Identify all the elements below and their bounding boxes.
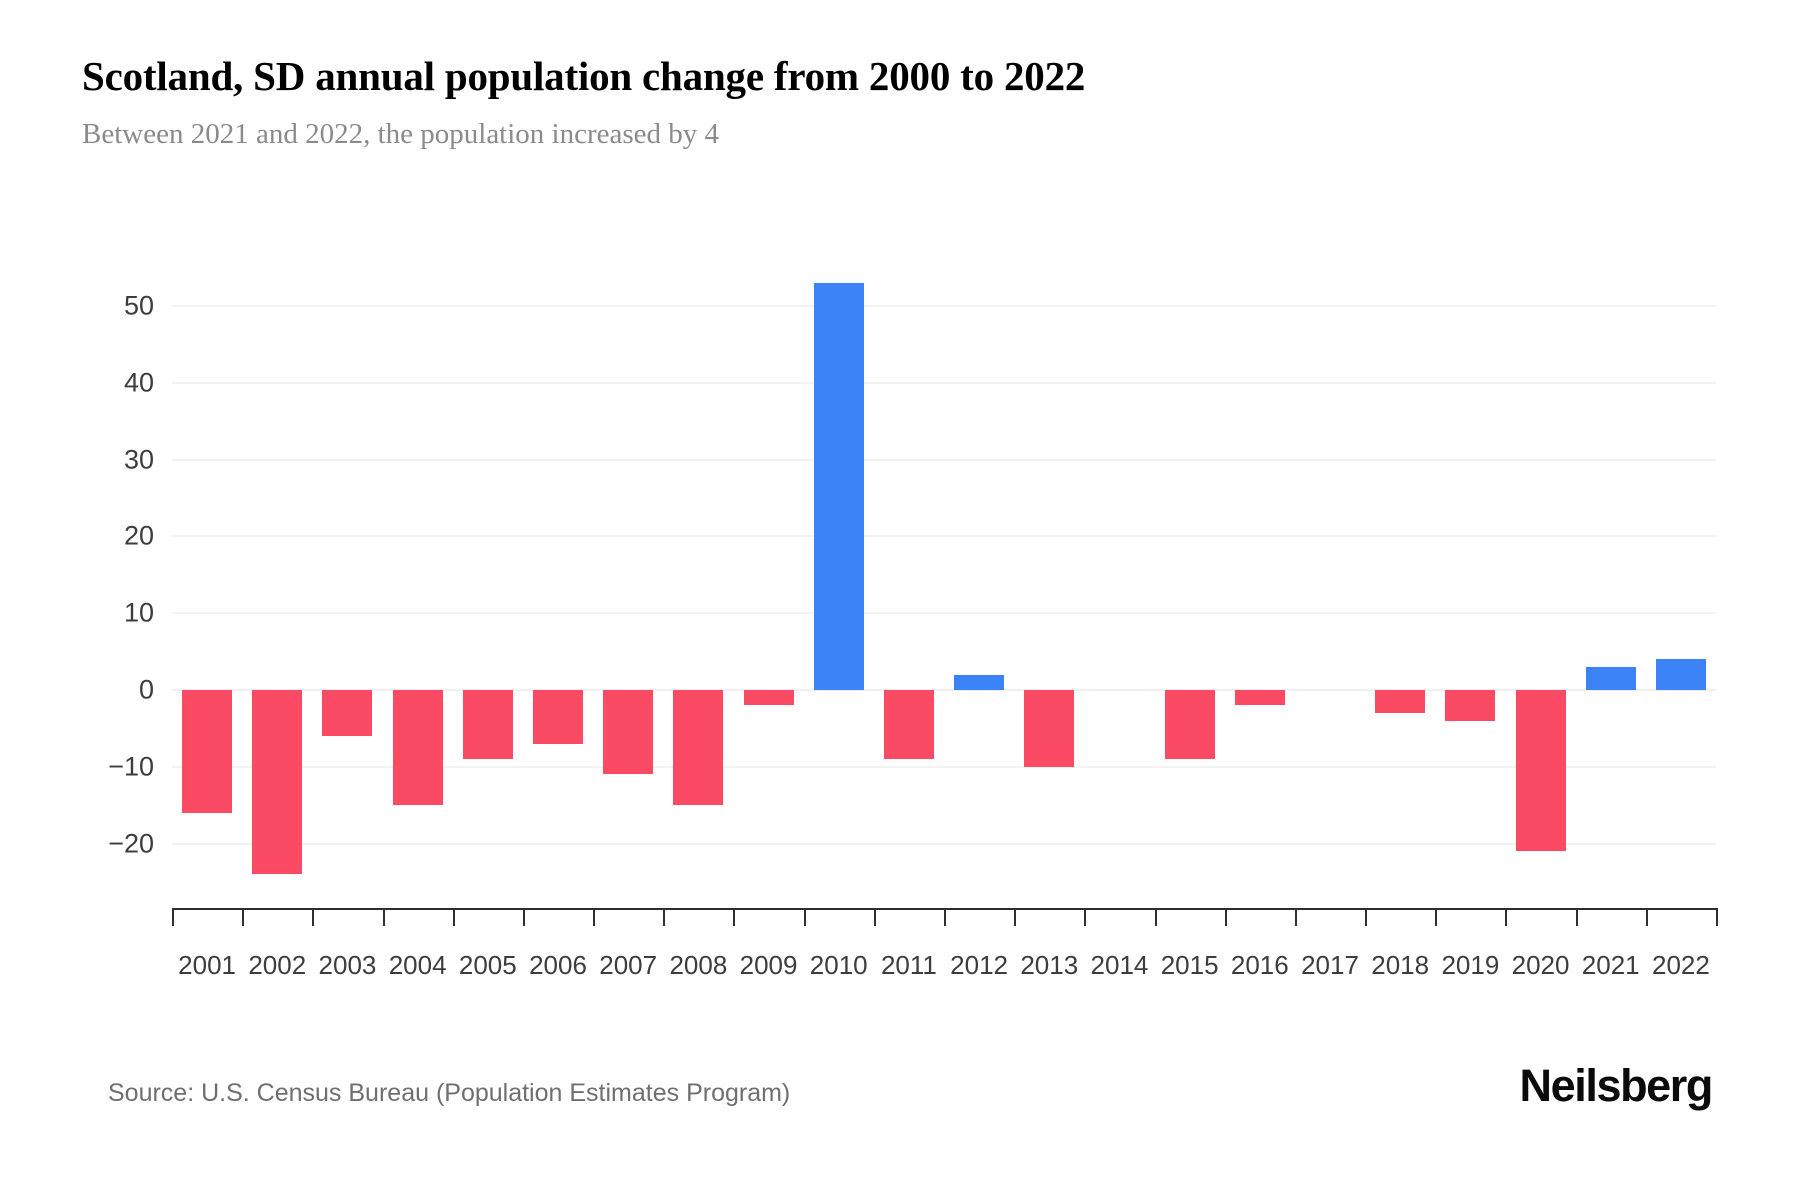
x-axis-tick xyxy=(733,908,736,926)
bar[interactable] xyxy=(1445,690,1496,721)
x-axis-tick xyxy=(242,908,245,926)
x-axis-tick xyxy=(593,908,596,926)
bar[interactable] xyxy=(883,690,934,760)
bar[interactable] xyxy=(603,690,654,775)
bar[interactable] xyxy=(252,690,303,875)
y-axis-tick-label: 10 xyxy=(123,597,154,628)
gridline xyxy=(172,381,1716,384)
chart-header: Scotland, SD annual population change fr… xyxy=(82,52,1722,151)
x-axis-tick-label: 2004 xyxy=(388,950,447,980)
x-axis-tick-label: 2011 xyxy=(880,950,937,980)
y-axis-tick-label: 50 xyxy=(123,290,154,321)
y-axis-tick-label: −20 xyxy=(108,828,154,859)
y-axis-tick-label: 0 xyxy=(138,674,154,705)
x-axis-tick-label: 2016 xyxy=(1230,950,1289,980)
bar[interactable] xyxy=(813,282,864,690)
x-axis-tick xyxy=(873,908,876,926)
x-axis-tick-label: 2014 xyxy=(1090,950,1149,980)
plot-inner xyxy=(172,262,1716,902)
x-axis-tick-label: 2008 xyxy=(669,950,728,980)
source-note: Source: U.S. Census Bureau (Population E… xyxy=(108,1079,791,1107)
chart-subtitle: Between 2021 and 2022, the population in… xyxy=(82,118,720,150)
x-axis-tick xyxy=(1365,908,1368,926)
x-axis-tick xyxy=(382,908,385,926)
x-axis-tick xyxy=(1224,908,1227,926)
gridline xyxy=(172,535,1716,538)
y-axis-tick-label: 30 xyxy=(123,444,154,475)
bar[interactable] xyxy=(182,690,233,813)
zero-line xyxy=(172,689,1716,691)
x-axis-tick-label: 2009 xyxy=(739,950,798,980)
x-axis-tick-label: 2010 xyxy=(809,950,868,980)
x-axis-tick xyxy=(1294,908,1297,926)
bar[interactable] xyxy=(1234,690,1285,706)
page-title: Scotland, SD annual population change fr… xyxy=(82,53,1086,99)
x-axis-tick xyxy=(1575,908,1578,926)
bar[interactable] xyxy=(743,690,794,706)
x-axis-tick-label: 2005 xyxy=(458,950,517,980)
x-axis-tick xyxy=(1084,908,1087,926)
x-axis-tick-label: 2007 xyxy=(599,950,658,980)
y-axis-tick-label: 20 xyxy=(123,520,154,551)
bar[interactable] xyxy=(1585,666,1636,690)
x-axis-tick xyxy=(803,908,806,926)
x-axis-tick-label: 2002 xyxy=(248,950,307,980)
bar[interactable] xyxy=(392,690,443,806)
x-axis-tick xyxy=(452,908,455,926)
gridline xyxy=(172,612,1716,615)
bar[interactable] xyxy=(462,690,513,760)
bar[interactable] xyxy=(1375,690,1426,714)
x-axis-tick xyxy=(1716,908,1718,926)
x-axis-tick-label: 2001 xyxy=(178,950,236,980)
bar[interactable] xyxy=(673,690,724,806)
x-axis-tick-label: 2018 xyxy=(1371,950,1430,980)
x-axis-tick xyxy=(1645,908,1648,926)
bar[interactable] xyxy=(322,690,373,737)
x-axis-tick-label: 2006 xyxy=(529,950,587,980)
y-axis-tick-label: −10 xyxy=(108,751,154,782)
bar[interactable] xyxy=(1655,659,1706,690)
x-axis-tick xyxy=(1505,908,1508,926)
gridline xyxy=(172,765,1716,768)
x-axis-tick xyxy=(312,908,315,926)
gridline xyxy=(172,305,1716,307)
x-axis-tick xyxy=(1014,908,1017,926)
x-axis-tick-label: 2003 xyxy=(318,950,377,980)
x-axis-tick-label: 2020 xyxy=(1511,950,1570,980)
x-axis-tick-label: 2022 xyxy=(1651,950,1710,980)
bar[interactable] xyxy=(1024,690,1075,767)
x-axis-tick xyxy=(172,908,174,926)
x-axis-tick-label: 2015 xyxy=(1160,950,1219,980)
x-axis-tick xyxy=(1154,908,1157,926)
bar[interactable] xyxy=(1164,690,1215,760)
x-axis-tick-label: 2013 xyxy=(1020,950,1079,980)
x-axis-tick xyxy=(522,908,525,926)
x-axis-tick xyxy=(663,908,666,926)
x-axis-tick xyxy=(944,908,946,926)
y-axis-tick-label: 40 xyxy=(123,367,154,398)
x-axis-tick-label: 2019 xyxy=(1441,950,1500,980)
gridline xyxy=(172,842,1716,845)
gridline xyxy=(172,458,1716,461)
x-axis-tick-label: 2017 xyxy=(1301,950,1359,980)
x-axis-tick-label: 2021 xyxy=(1581,950,1640,980)
brand-logo: Neilsberg xyxy=(1519,1060,1714,1111)
x-axis-tick xyxy=(1435,908,1438,926)
bar[interactable] xyxy=(1515,690,1566,852)
bar[interactable] xyxy=(954,674,1005,690)
x-axis-tick-label: 2012 xyxy=(950,950,1008,980)
bar[interactable] xyxy=(533,690,583,744)
